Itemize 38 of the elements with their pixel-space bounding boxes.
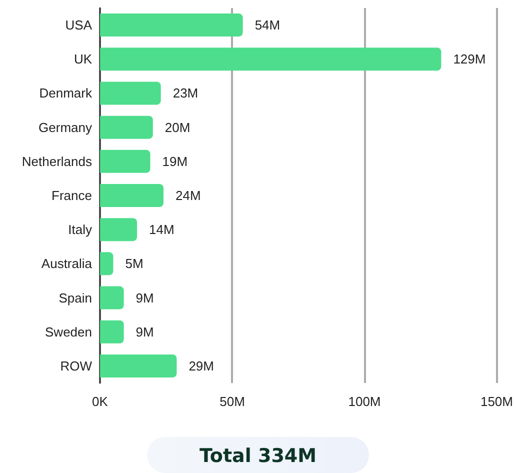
- bar: [100, 252, 114, 276]
- bar: [100, 82, 161, 105]
- data-label: 23M: [172, 86, 198, 101]
- x-tick-label: 150M: [480, 394, 514, 409]
- data-label: 9M: [136, 324, 154, 340]
- x-tick-label: 0K: [92, 394, 108, 409]
- y-tick-label: Germany: [38, 120, 92, 135]
- x-tick-label: 100M: [348, 394, 381, 409]
- bar: [100, 184, 164, 207]
- data-label: 5M: [125, 256, 144, 272]
- y-tick-label: Sweden: [45, 324, 92, 340]
- y-tick-label: UK: [74, 52, 92, 67]
- y-tick-label: Spain: [58, 290, 92, 306]
- data-label: 29M: [188, 358, 214, 374]
- bar: [100, 116, 153, 139]
- x-tick-label: 50M: [220, 394, 245, 409]
- y-tick-label: Denmark: [39, 86, 92, 101]
- text: Total 334M: [147, 437, 369, 473]
- data-label: 24M: [175, 188, 201, 203]
- y-tick-label: USA: [65, 18, 92, 33]
- bar: [100, 150, 150, 173]
- bar: [100, 354, 177, 378]
- y-tick-label: Australia: [41, 256, 93, 272]
- bar: [100, 286, 124, 310]
- y-tick-label: ROW: [60, 358, 93, 374]
- bar: [100, 48, 442, 71]
- data-label: 9M: [136, 290, 154, 306]
- y-tick-label: Netherlands: [22, 154, 92, 169]
- bar: [100, 320, 124, 344]
- data-label: 20M: [164, 120, 190, 135]
- bar: [100, 218, 138, 242]
- data-label: 54M: [254, 18, 280, 33]
- data-label: 14M: [149, 222, 174, 238]
- y-tick-label: France: [52, 188, 92, 203]
- y-tick-label: Italy: [68, 222, 92, 238]
- bar: [100, 14, 243, 37]
- data-label: 19M: [162, 154, 188, 169]
- data-label: 129M: [453, 52, 486, 67]
